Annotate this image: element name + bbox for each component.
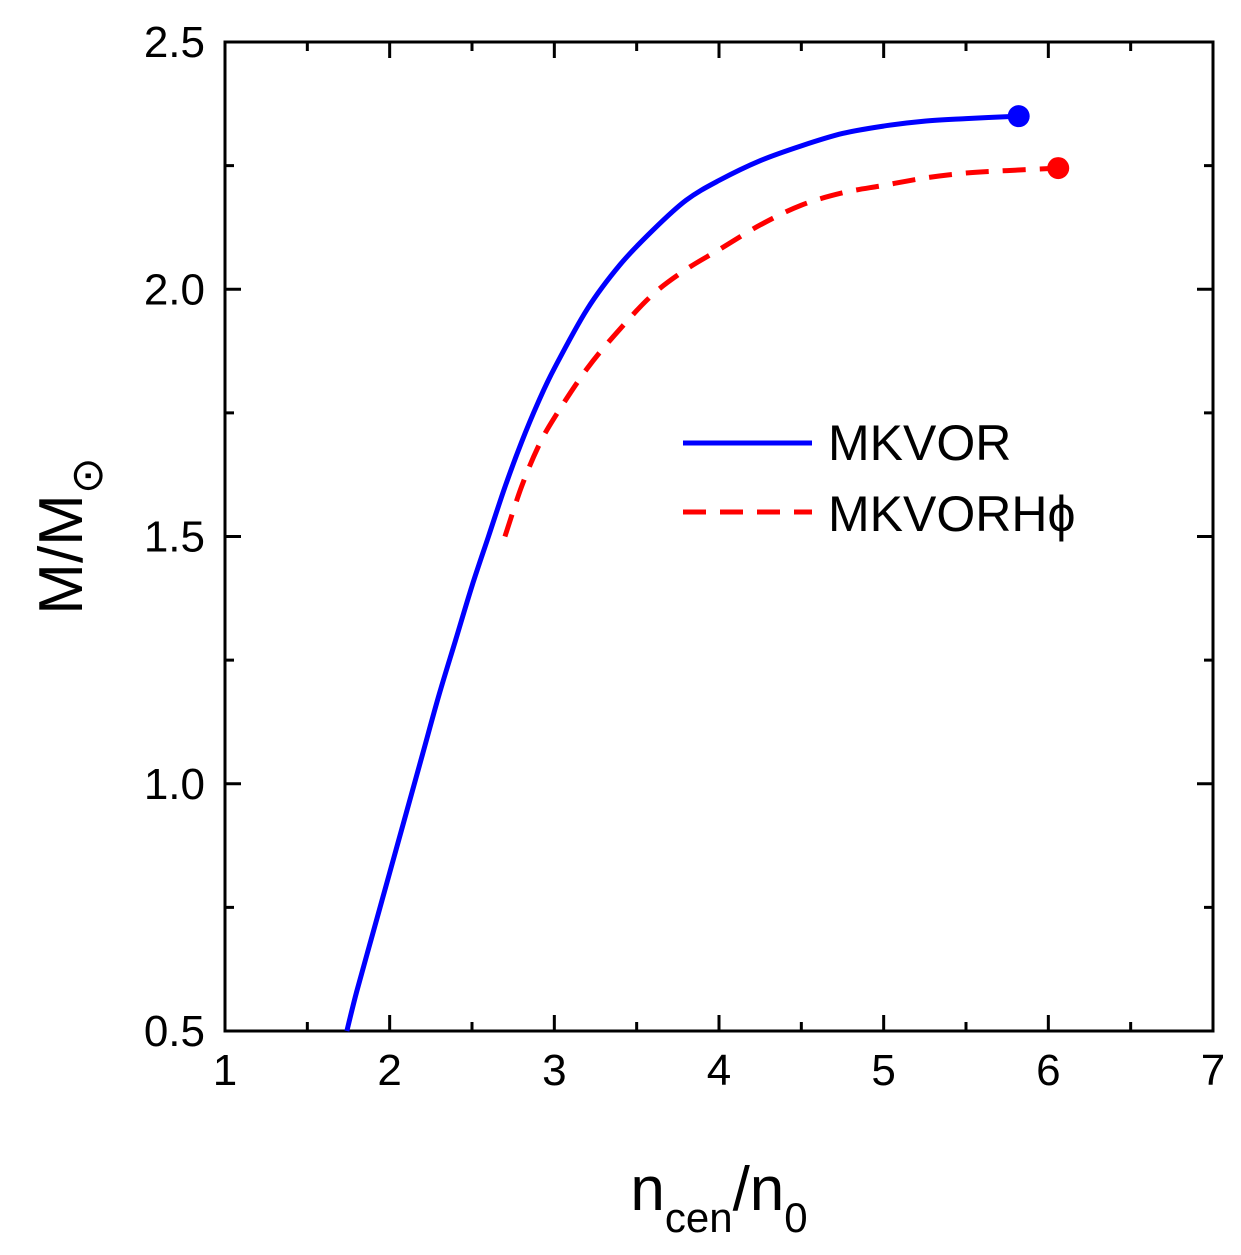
ticks <box>223 40 1215 1033</box>
legend-label-mkvor: MKVOR <box>828 415 1011 471</box>
x-axis-title: ncen/n0 <box>630 1155 807 1241</box>
x-tick-label: 6 <box>1036 1046 1060 1095</box>
series-line-mkvorhphi <box>502 165 1059 538</box>
tick-labels: 1 2 3 4 5 6 7 0.5 1.0 1.5 2.0 2.5 <box>144 18 1225 1095</box>
x-tick-label: 4 <box>707 1046 731 1095</box>
series-line-mkvor <box>344 113 1019 1032</box>
y-tick-label: 1.0 <box>144 760 205 809</box>
series-endpoint-mkvor <box>1007 105 1030 128</box>
x-tick-label: 1 <box>213 1046 237 1095</box>
x-tick-label: 3 <box>542 1046 566 1095</box>
y-axis-title: M/M⊙ <box>27 457 112 614</box>
series-endpoint-mkvorhphi <box>1047 157 1070 180</box>
x-tick-label: 7 <box>1201 1046 1225 1095</box>
x-tick-label: 5 <box>871 1046 895 1095</box>
y-tick-label: 0.5 <box>144 1007 205 1056</box>
x-tick-label: 2 <box>377 1046 401 1095</box>
y-tick-label: 2.0 <box>144 265 205 314</box>
series-group <box>344 105 1070 1032</box>
legend-label-mkvorhphi: MKVORHϕ <box>828 486 1075 542</box>
y-tick-label: 1.5 <box>144 513 205 562</box>
y-tick-label: 2.5 <box>144 18 205 67</box>
legend: MKVOR MKVORHϕ <box>683 415 1075 542</box>
